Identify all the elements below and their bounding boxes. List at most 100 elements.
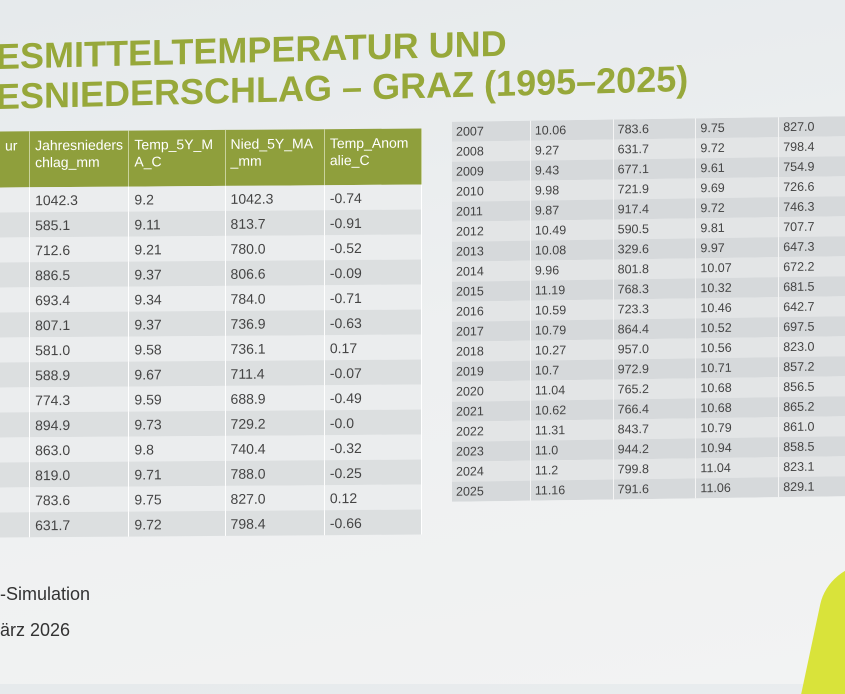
cell: 2013	[452, 240, 531, 262]
cell: -0.07	[324, 359, 422, 386]
cell: 806.6	[225, 260, 325, 286]
table-row: 863.0 9.8 740.4 -0.32	[0, 434, 422, 463]
cell: -0.91	[324, 209, 422, 236]
cell: 2021	[452, 400, 531, 422]
cell: 712.6	[29, 236, 129, 263]
cell	[0, 462, 30, 488]
cell: 11.04	[530, 379, 614, 401]
cell: 11.16	[530, 479, 614, 501]
table-row: 581.0 9.58 736.1 0.17	[0, 334, 422, 363]
cell: 865.2	[778, 396, 845, 418]
cell: 10.68	[695, 377, 779, 399]
cell: 10.79	[530, 319, 614, 341]
table-row: 886.5 9.37 806.6 -0.09	[0, 259, 422, 288]
cell	[0, 487, 30, 513]
cell: 886.5	[29, 261, 129, 288]
cell: 2012	[452, 220, 531, 242]
cell: 721.9	[613, 178, 696, 200]
cell: 10.07	[695, 257, 779, 279]
footer-line: ärz 2026	[0, 620, 71, 640]
header-cell: Temp_5Y_MA_C	[128, 129, 226, 187]
cell: 647.3	[778, 236, 845, 258]
cell: 9.72	[128, 510, 226, 537]
cell: 780.0	[225, 235, 325, 261]
cell: -0.52	[324, 234, 422, 261]
cell: 791.6	[613, 478, 696, 500]
cell	[0, 287, 30, 313]
cell: 10.32	[695, 277, 779, 299]
cell: 957.0	[613, 338, 696, 360]
cell: 581.0	[29, 336, 129, 363]
cell: 2020	[452, 380, 531, 402]
cell: 784.0	[225, 285, 325, 311]
cell: 11.06	[695, 477, 779, 499]
cell: 1042.3	[225, 185, 325, 211]
footer-line: -Simulation	[0, 584, 91, 604]
cell: 585.1	[29, 211, 129, 238]
cell: 9.97	[695, 237, 779, 259]
cell: 10.7	[530, 359, 614, 381]
cell: 10.08	[530, 239, 614, 261]
cell: 972.9	[613, 358, 696, 380]
header-cell: Nied_5Y_MA_mm	[225, 129, 325, 186]
cell	[0, 262, 30, 288]
cell	[0, 512, 30, 538]
cell: 2014	[452, 260, 531, 282]
cell: 9.71	[128, 460, 226, 487]
cell: 801.8	[613, 258, 696, 280]
cell: 11.0	[530, 439, 614, 461]
cell: 2010	[452, 180, 531, 202]
cell: 688.9	[225, 385, 325, 411]
cell: -0.09	[324, 259, 422, 286]
cell: 10.46	[695, 297, 779, 319]
cell: -0.49	[324, 384, 422, 411]
cell: 10.56	[695, 337, 779, 359]
cell: 823.1	[778, 456, 845, 478]
right-table: 2007 10.06 783.6 9.75 827.0 2008 9.27 631.7 9.72…	[452, 116, 845, 502]
cell	[0, 312, 30, 338]
header-cell: Jahresniederschlag_mm	[29, 130, 129, 188]
cell: 2022	[452, 420, 531, 442]
cell: 783.6	[29, 486, 129, 513]
cell: 9.2	[128, 185, 226, 212]
header-cell: ur	[0, 131, 30, 188]
cell: 798.4	[778, 136, 845, 158]
cell: 9.96	[530, 259, 614, 281]
cell: 799.8	[613, 458, 696, 480]
cell: 9.27	[530, 139, 614, 161]
cell: 9.98	[530, 179, 614, 201]
cell: 11.2	[530, 459, 614, 481]
cell: 2009	[452, 160, 531, 182]
cell: 2008	[452, 140, 531, 162]
table-row: 588.9 9.67 711.4 -0.07	[0, 359, 422, 388]
cell: 726.6	[778, 176, 845, 198]
table-row: 712.6 9.21 780.0 -0.52	[0, 234, 422, 263]
cell: 10.94	[695, 437, 779, 459]
cell	[0, 212, 30, 238]
decor	[801, 564, 845, 694]
cell: 2023	[452, 440, 531, 462]
cell: 863.0	[29, 436, 129, 463]
cell: 856.5	[778, 376, 845, 398]
cell: 723.3	[613, 298, 696, 320]
cell: 9.87	[530, 199, 614, 221]
cell: 9.69	[695, 177, 779, 199]
cell: 681.5	[778, 276, 845, 298]
cell: 9.75	[128, 485, 226, 512]
right-table-wrap: 2007 10.06 783.6 9.75 827.0 2008 9.27 631.7 9.72…	[452, 116, 845, 502]
cell: 707.7	[778, 216, 845, 238]
cell: 2011	[452, 200, 531, 222]
header-row: ur Jahresniederschlag_mm Temp_5Y_MA_C Nied_…	[0, 128, 422, 188]
cell: -0.71	[324, 284, 422, 311]
cell: 894.9	[29, 411, 129, 438]
cell: 1042.3	[29, 186, 129, 213]
cell	[0, 237, 30, 263]
cell: 9.43	[530, 159, 614, 181]
cell: 9.72	[695, 137, 779, 159]
cell: 677.1	[613, 158, 696, 180]
table-row: 631.7 9.72 798.4 -0.66	[0, 509, 422, 538]
cell: 588.9	[29, 361, 129, 388]
cell: 766.4	[613, 398, 696, 420]
cell: 829.1	[778, 476, 845, 498]
cell: 813.7	[225, 210, 325, 236]
